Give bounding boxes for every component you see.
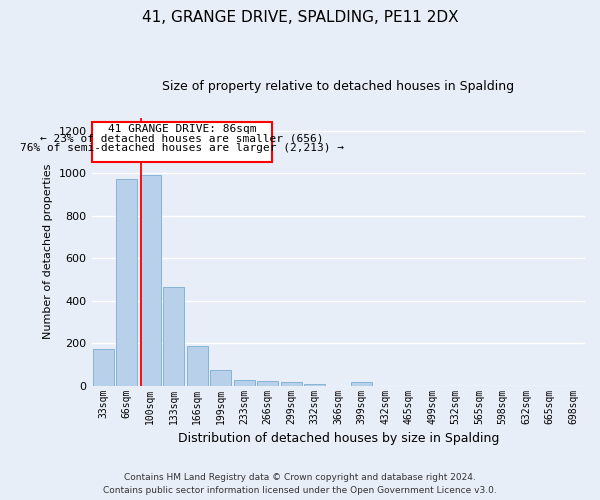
Text: 41 GRANGE DRIVE: 86sqm: 41 GRANGE DRIVE: 86sqm [108, 124, 256, 134]
Text: Contains HM Land Registry data © Crown copyright and database right 2024.
Contai: Contains HM Land Registry data © Crown c… [103, 474, 497, 495]
Text: ← 23% of detached houses are smaller (656): ← 23% of detached houses are smaller (65… [40, 134, 324, 143]
Bar [210, 370, 232, 386]
Title: Size of property relative to detached houses in Spalding: Size of property relative to detached ho… [162, 80, 514, 93]
Text: 41, GRANGE DRIVE, SPALDING, PE11 2DX: 41, GRANGE DRIVE, SPALDING, PE11 2DX [142, 10, 458, 25]
Bar [92, 122, 272, 162]
Text: 76% of semi-detached houses are larger (2,213) →: 76% of semi-detached houses are larger (… [20, 142, 344, 152]
Bar [187, 346, 208, 386]
Bar [304, 384, 325, 386]
Bar [116, 180, 137, 386]
Bar [281, 382, 302, 386]
Bar [351, 382, 373, 386]
Y-axis label: Number of detached properties: Number of detached properties [43, 164, 53, 340]
X-axis label: Distribution of detached houses by size in Spalding: Distribution of detached houses by size … [178, 432, 499, 445]
Bar [140, 175, 161, 386]
Bar [233, 380, 255, 386]
Bar [163, 287, 184, 386]
Bar [257, 382, 278, 386]
Bar [93, 350, 114, 386]
